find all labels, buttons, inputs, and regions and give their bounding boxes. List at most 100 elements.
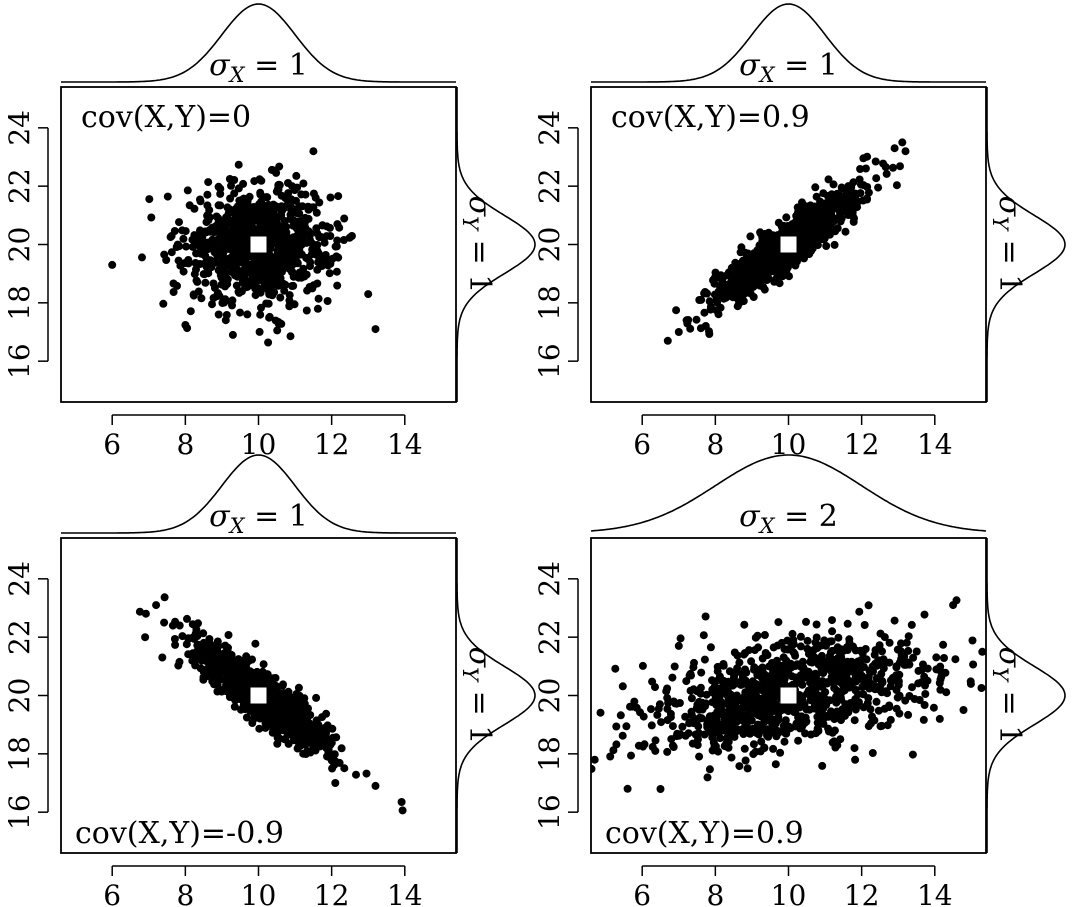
data-point [700,308,709,317]
data-point [774,708,783,717]
data-point [289,272,298,281]
data-point [175,242,184,251]
y-tick-label: 20 [533,678,566,714]
data-point [183,324,192,333]
data-point [811,183,820,192]
data-point [878,678,887,687]
data-point [811,215,820,224]
data-point [293,230,302,239]
data-point [744,706,753,715]
data-point [843,683,852,692]
data-point [935,714,944,723]
data-point [864,601,873,610]
data-point [796,236,805,245]
data-point [242,204,251,213]
data-point [294,683,303,692]
data-point [760,257,769,266]
data-point [271,316,280,325]
data-point [728,293,737,302]
x-tick-label: 6 [103,879,121,907]
data-point [647,705,655,714]
data-point [856,656,865,665]
data-point [325,269,334,278]
data-point [255,327,264,336]
data-point [803,224,812,232]
data-point [591,764,596,773]
data-point [208,223,217,232]
data-point [866,705,875,714]
data-point [730,671,739,680]
data-point [784,707,793,716]
data-point [708,720,717,729]
data-point [241,237,250,246]
data-point [713,662,722,671]
data-point [216,184,225,193]
data-point [749,282,758,291]
panel-top-left: 6 8 10 12 14 16 18 20 22 24 σX = 1 σY = 1 cov(X,Y)=0 [3,3,536,461]
data-point [741,649,749,658]
data-point [273,733,282,742]
data-point [713,711,722,720]
plot-frame [60,537,457,854]
data-point [205,641,214,650]
data-point [345,233,354,242]
covariance-annotation: cov(X,Y)=0.9 [611,100,810,135]
data-point [209,279,218,288]
data-point [730,272,739,281]
data-point [861,164,870,173]
data-point [300,694,309,703]
data-point [314,294,323,303]
data-point [227,181,235,190]
data-point [736,260,745,268]
data-point [850,214,858,223]
data-point [263,193,272,202]
data-point [835,192,844,201]
data-point [618,682,627,691]
data-point [920,701,929,709]
marginal-y-label: σY = 1 [458,196,497,294]
data-point [699,631,708,640]
data-point [277,267,286,276]
data-point [663,684,672,693]
data-point [908,750,917,759]
data-point [818,215,827,224]
data-point [265,225,274,234]
data-point [170,635,179,643]
data-point [280,257,289,266]
data-point [280,286,289,295]
data-point [285,291,294,300]
data-point [929,703,938,712]
data-point [236,244,245,252]
marginal-y-density [986,538,1066,853]
data-point [271,211,280,220]
data-point [917,678,926,687]
data-point [739,724,748,733]
data-point [876,722,885,731]
data-point [725,706,733,715]
data-point [891,676,900,685]
data-point [300,734,309,742]
data-point [724,729,733,738]
data-point [324,261,333,270]
data-point [782,656,791,665]
data-point [663,747,672,756]
data-point [874,706,883,715]
data-point [692,315,701,324]
data-point [194,236,203,245]
data-point [892,181,901,190]
data-point [671,699,680,708]
data-point [932,665,941,674]
data-point [199,629,208,638]
data-point [188,235,197,244]
data-point [269,265,278,274]
data-point [299,179,308,188]
data-point [234,160,243,169]
data-point [731,693,740,702]
data-point [745,264,754,273]
data-point [796,642,805,651]
data-point [318,221,327,230]
data-point [199,270,208,279]
data-point [774,618,783,627]
data-point [794,678,803,687]
data-point [755,241,764,250]
